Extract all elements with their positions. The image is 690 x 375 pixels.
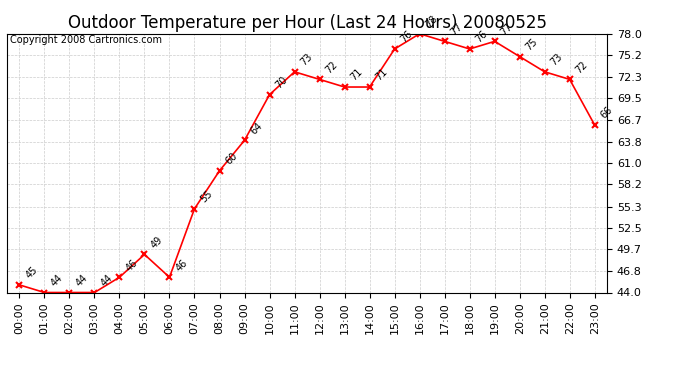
Text: 75: 75 [524,36,540,52]
Text: 44: 44 [48,273,64,288]
Text: 77: 77 [499,21,515,37]
Text: 66: 66 [599,105,615,121]
Text: 76: 76 [474,29,490,45]
Text: 60: 60 [224,151,239,166]
Text: Copyright 2008 Cartronics.com: Copyright 2008 Cartronics.com [10,35,162,45]
Text: 78: 78 [424,14,440,30]
Text: 72: 72 [324,59,339,75]
Text: 73: 73 [549,52,564,68]
Text: 77: 77 [448,21,464,37]
Text: 44: 44 [74,273,89,288]
Text: 45: 45 [23,265,39,281]
Text: 76: 76 [399,29,415,45]
Text: 71: 71 [374,67,390,83]
Text: 44: 44 [99,273,115,288]
Text: 70: 70 [274,75,290,90]
Text: 71: 71 [348,67,364,83]
Text: 64: 64 [248,120,264,136]
Text: 46: 46 [124,257,139,273]
Text: 73: 73 [299,52,315,68]
Text: 72: 72 [574,59,590,75]
Text: 46: 46 [174,257,189,273]
Text: 55: 55 [199,189,215,205]
Text: 49: 49 [148,234,164,250]
Title: Outdoor Temperature per Hour (Last 24 Hours) 20080525: Outdoor Temperature per Hour (Last 24 Ho… [68,14,546,32]
